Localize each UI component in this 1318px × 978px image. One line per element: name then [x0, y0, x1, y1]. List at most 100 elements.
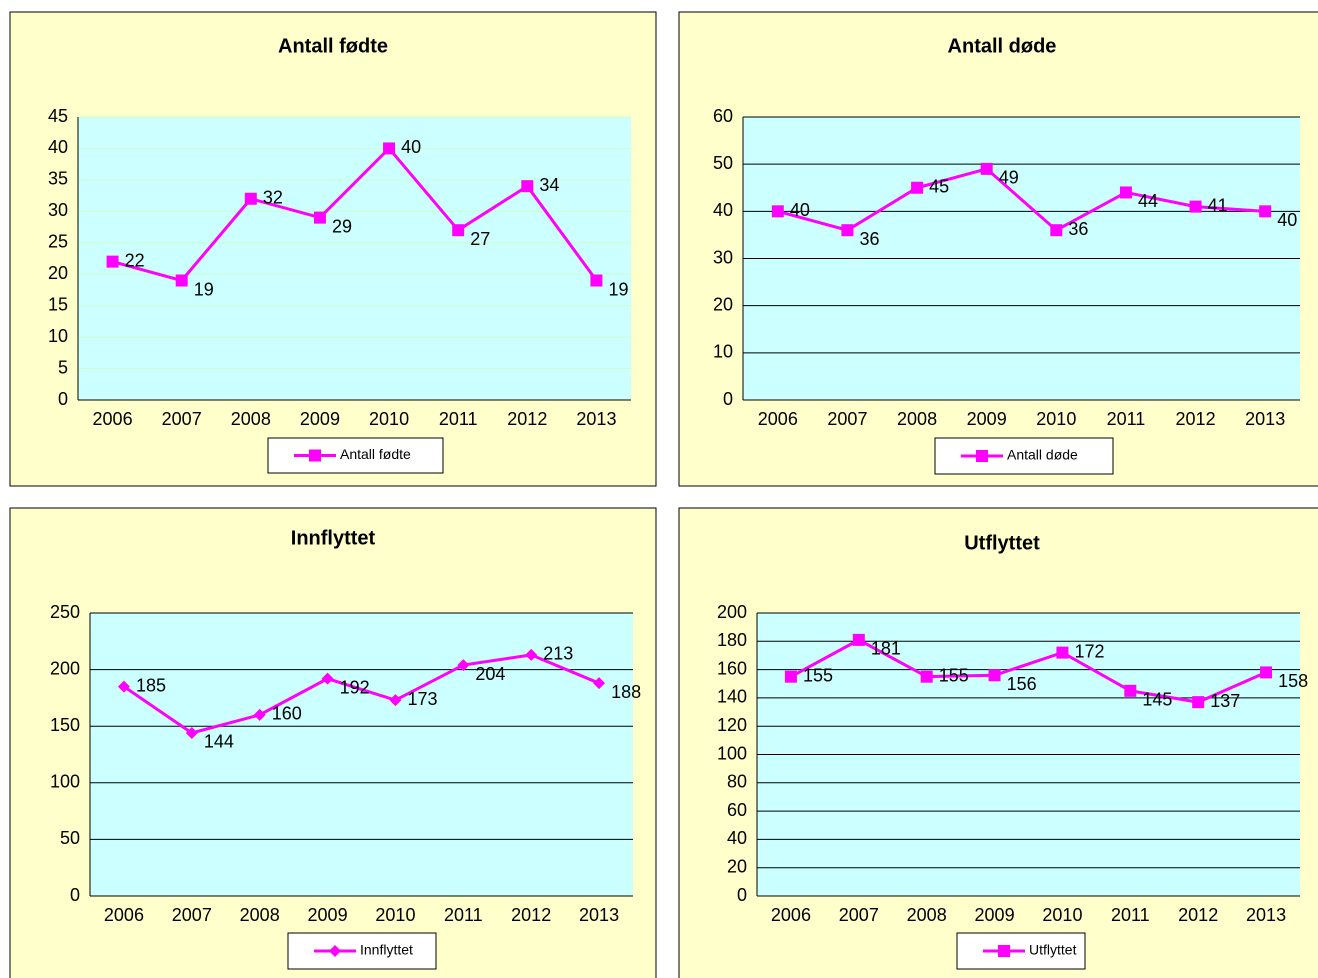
- y-tick-label: 0: [737, 885, 747, 905]
- y-tick-label: 30: [713, 247, 733, 267]
- data-label: 40: [790, 200, 810, 220]
- x-tick-label: 2013: [579, 905, 619, 925]
- x-tick-label: 2012: [511, 905, 551, 925]
- data-point: [1050, 224, 1063, 237]
- y-tick-label: 120: [717, 715, 747, 735]
- legend-label: Innflyttet: [360, 942, 413, 958]
- x-tick-label: 2011: [1111, 905, 1150, 925]
- y-tick-label: 10: [713, 342, 733, 362]
- data-point: [521, 180, 534, 193]
- x-tick-label: 2012: [507, 409, 547, 429]
- legend-marker: [976, 450, 988, 462]
- data-label: 137: [1210, 691, 1240, 711]
- legend-marker: [329, 945, 341, 957]
- data-point: [244, 192, 257, 205]
- data-point: [920, 670, 933, 683]
- data-label: 144: [204, 732, 234, 752]
- data-label: 155: [803, 665, 833, 685]
- data-point: [1189, 200, 1202, 213]
- x-tick-label: 2008: [907, 905, 947, 925]
- x-tick-label: 2010: [1036, 409, 1076, 429]
- y-tick-label: 200: [717, 602, 747, 622]
- data-point: [841, 224, 854, 237]
- data-point: [590, 274, 603, 287]
- data-label: 19: [608, 279, 628, 299]
- y-tick-label: 40: [727, 828, 747, 848]
- data-label: 192: [340, 677, 370, 697]
- data-point: [1260, 666, 1273, 679]
- y-tick-label: 45: [48, 106, 68, 126]
- legend: [287, 932, 437, 970]
- x-tick-label: 2009: [975, 905, 1015, 925]
- data-point: [980, 162, 993, 175]
- y-tick-label: 25: [48, 232, 68, 252]
- x-tick-label: 2008: [231, 409, 271, 429]
- series-line: [123, 653, 600, 735]
- data-label: 32: [263, 188, 283, 208]
- data-label: 29: [332, 216, 352, 236]
- data-label: 22: [125, 250, 145, 270]
- y-tick-label: 5: [58, 357, 68, 377]
- data-label: 204: [475, 664, 505, 684]
- data-label: 45: [929, 177, 949, 197]
- x-tick-label: 2006: [104, 905, 144, 925]
- legend-label: Utflyttet: [1029, 942, 1077, 958]
- data-point: [106, 255, 119, 268]
- x-tick-label: 2010: [1042, 905, 1082, 925]
- y-tick-label: 10: [48, 326, 68, 346]
- y-tick-label: 20: [48, 263, 68, 283]
- y-tick-label: 50: [60, 828, 80, 848]
- data-label: 156: [1007, 674, 1037, 694]
- data-label: 49: [999, 168, 1019, 188]
- data-point: [593, 677, 606, 690]
- y-tick-label: 160: [717, 658, 747, 678]
- legend-label: Antall døde: [1007, 447, 1078, 463]
- x-tick-label: 2007: [162, 409, 202, 429]
- data-point: [1192, 696, 1205, 709]
- x-tick-label: 2011: [1107, 409, 1146, 429]
- y-tick-label: 0: [58, 389, 68, 409]
- data-point: [321, 672, 334, 685]
- x-tick-label: 2009: [300, 409, 340, 429]
- x-tick-label: 2006: [758, 409, 798, 429]
- series-line: [777, 167, 1266, 233]
- data-point: [383, 142, 396, 155]
- y-tick-label: 40: [48, 137, 68, 157]
- data-point: [185, 726, 198, 739]
- data-point: [117, 680, 130, 693]
- x-tick-label: 2012: [1176, 409, 1216, 429]
- chart-title: Innflyttet: [291, 527, 376, 549]
- data-point: [313, 211, 326, 224]
- data-point: [1259, 205, 1272, 218]
- data-point: [988, 669, 1001, 682]
- y-tick-label: 60: [713, 106, 733, 126]
- y-tick-label: 0: [723, 389, 733, 409]
- y-tick-label: 140: [717, 687, 747, 707]
- x-tick-label: 2011: [444, 905, 483, 925]
- data-label: 40: [401, 137, 421, 157]
- x-tick-label: 2009: [967, 409, 1007, 429]
- data-label: 44: [1138, 191, 1158, 211]
- data-point: [852, 633, 865, 646]
- x-tick-label: 2013: [576, 409, 616, 429]
- x-tick-label: 2013: [1246, 905, 1286, 925]
- x-tick-label: 2007: [839, 905, 879, 925]
- y-tick-label: 100: [50, 772, 80, 792]
- data-label: 181: [871, 639, 901, 659]
- x-tick-label: 2010: [375, 905, 415, 925]
- data-point: [784, 670, 797, 683]
- data-point: [911, 181, 924, 194]
- data-label: 27: [470, 229, 490, 249]
- data-label: 36: [859, 229, 879, 249]
- data-label: 185: [136, 675, 166, 695]
- data-label: 173: [407, 689, 437, 709]
- y-tick-label: 40: [713, 200, 733, 220]
- y-tick-label: 180: [717, 630, 747, 650]
- chart-title: Antall fødte: [278, 35, 388, 57]
- data-point: [1124, 684, 1137, 697]
- data-label: 188: [611, 682, 641, 702]
- data-label: 41: [1208, 195, 1228, 215]
- x-tick-label: 2012: [1178, 905, 1218, 925]
- x-tick-label: 2008: [897, 409, 937, 429]
